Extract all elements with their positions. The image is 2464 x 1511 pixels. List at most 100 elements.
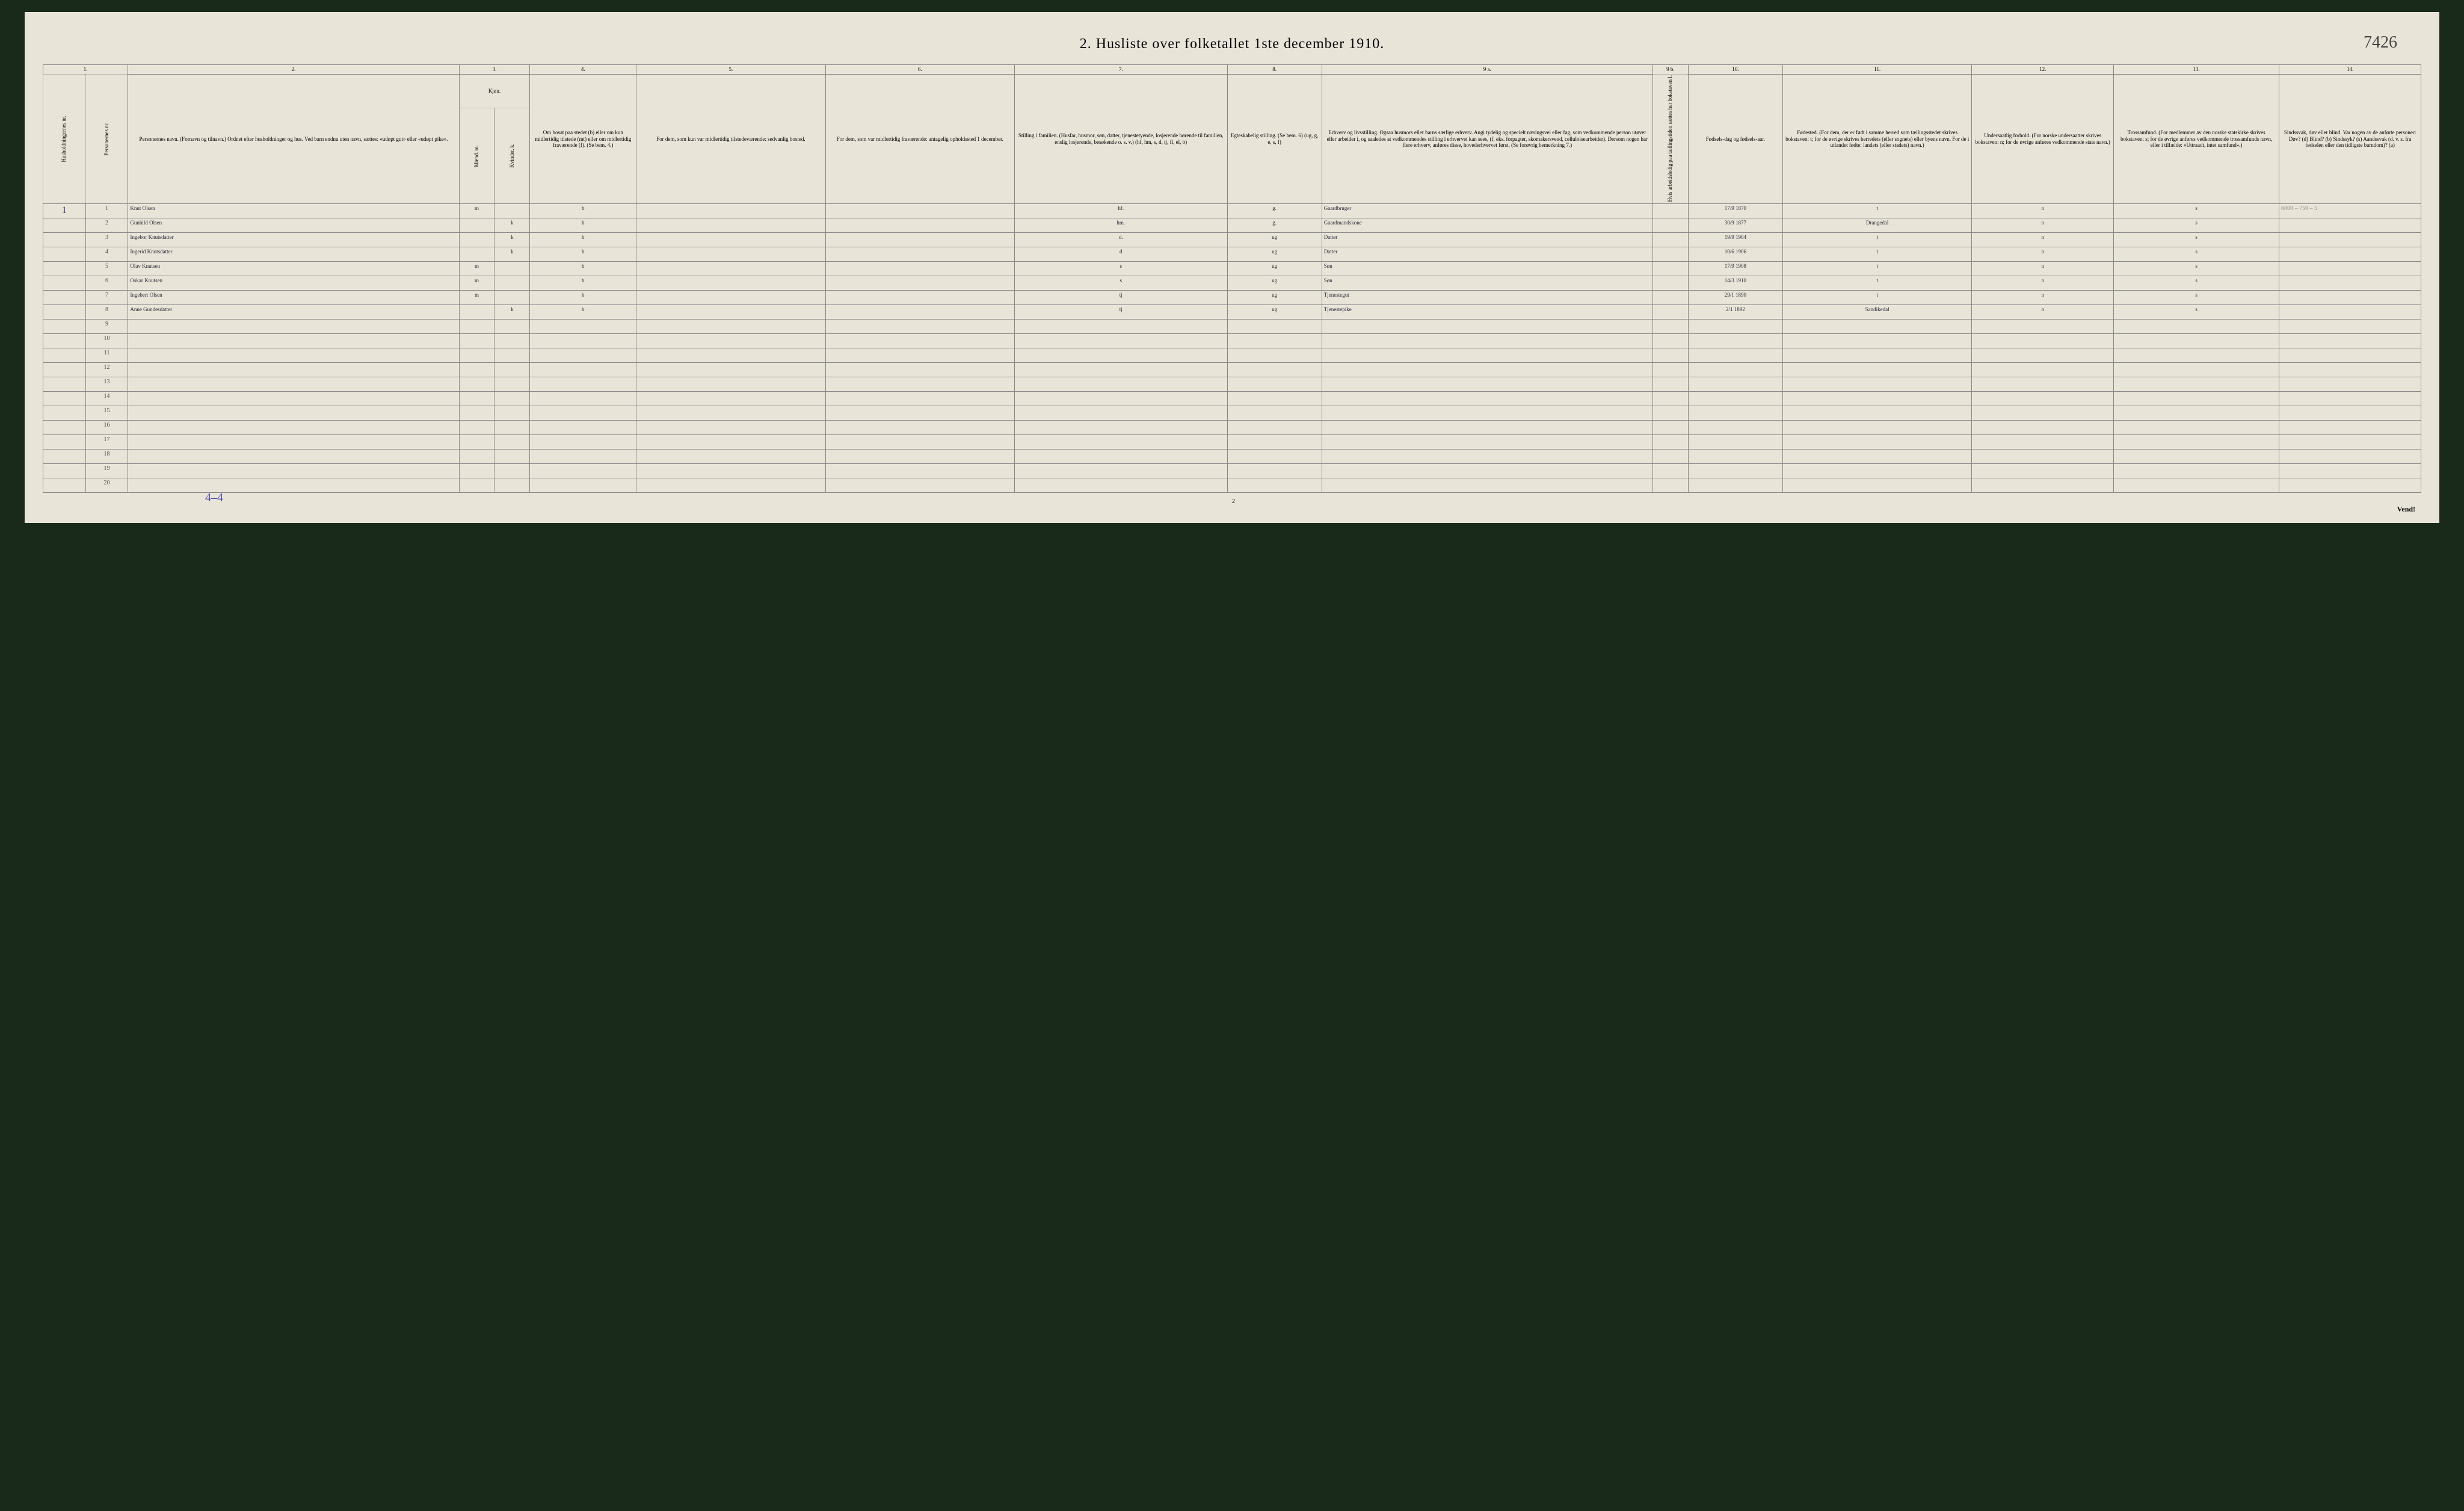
cell: 13	[85, 377, 128, 392]
cell: hf.	[1014, 204, 1227, 218]
table-header: 1. 2. 3. 4. 5. 6. 7. 8. 9 a. 9 b. 10. 11…	[43, 65, 2421, 204]
colnum-9b: 9 b.	[1652, 65, 1688, 75]
cell: Ingebor Knutsdatter	[128, 233, 459, 247]
cell	[1652, 363, 1688, 377]
cell	[1227, 406, 1322, 421]
cell	[459, 363, 494, 377]
cell	[1782, 334, 1971, 348]
cell	[43, 291, 85, 305]
cell: n	[1972, 291, 2114, 305]
cell	[1688, 421, 1782, 435]
cell	[1014, 377, 1227, 392]
colnum-8: 8.	[1227, 65, 1322, 75]
cell: 14	[85, 392, 128, 406]
table-row: 3Ingebor Knutsdatterkbd.ugDatter19/9 190…	[43, 233, 2421, 247]
cell	[2279, 320, 2421, 334]
cell	[2279, 377, 2421, 392]
cell: s	[2114, 204, 2279, 218]
cell: d	[1014, 247, 1227, 262]
colnum-7: 7.	[1014, 65, 1227, 75]
cell	[1227, 320, 1322, 334]
cell	[825, 450, 1014, 464]
cell	[1322, 334, 1652, 348]
cell: t	[1782, 204, 1971, 218]
table-row-empty: 11	[43, 348, 2421, 363]
cell	[1652, 450, 1688, 464]
cell	[1014, 392, 1227, 406]
cell: 9	[85, 320, 128, 334]
cell	[459, 478, 494, 493]
table-body: 11Knut Olsenmbhf.g.Gaardbruger17/9 1870t…	[43, 204, 2421, 493]
table-row-empty: 12	[43, 363, 2421, 377]
cell	[636, 262, 825, 276]
table-row-empty: 9	[43, 320, 2421, 334]
cell: tj	[1014, 305, 1227, 320]
cell	[459, 305, 494, 320]
cell	[128, 348, 459, 363]
cell	[43, 276, 85, 291]
cell	[1652, 421, 1688, 435]
cell	[1688, 478, 1782, 493]
cell	[825, 348, 1014, 363]
cell	[43, 334, 85, 348]
cell	[494, 478, 530, 493]
cell	[2279, 363, 2421, 377]
cell	[636, 291, 825, 305]
cell	[494, 377, 530, 392]
cell: 11	[85, 348, 128, 363]
cell	[1688, 392, 1782, 406]
cell	[1688, 363, 1782, 377]
cell	[459, 348, 494, 363]
cell: ug	[1227, 233, 1322, 247]
cell	[1227, 478, 1322, 493]
cell: t	[1782, 291, 1971, 305]
cell	[1782, 363, 1971, 377]
cell: Tjenestepike	[1322, 305, 1652, 320]
cell	[1014, 464, 1227, 478]
cell	[43, 218, 85, 233]
cell	[2114, 363, 2279, 377]
cell: s	[2114, 262, 2279, 276]
cell	[1227, 421, 1322, 435]
table-row: 8Anne GundesdatterkbtjugTjenestepike2/1 …	[43, 305, 2421, 320]
cell	[2279, 464, 2421, 478]
cell: Drangedal	[1782, 218, 1971, 233]
cell: 2	[85, 218, 128, 233]
cell: b	[530, 276, 636, 291]
cell	[494, 320, 530, 334]
cell: s	[2114, 276, 2279, 291]
cell	[43, 450, 85, 464]
cell	[2279, 291, 2421, 305]
cell: n	[1972, 247, 2114, 262]
cell	[494, 204, 530, 218]
cell	[2279, 262, 2421, 276]
cell	[530, 334, 636, 348]
table-row-empty: 10	[43, 334, 2421, 348]
header-sindssvak: Sindssvak, døv eller blind. Var nogen av…	[2279, 74, 2421, 203]
cell	[1227, 435, 1322, 450]
cell	[530, 348, 636, 363]
table-row: 11Knut Olsenmbhf.g.Gaardbruger17/9 1870t…	[43, 204, 2421, 218]
header-kvinder: Kvinder. k.	[494, 108, 530, 204]
cell	[1972, 435, 2114, 450]
cell: t	[1782, 262, 1971, 276]
cell	[1688, 406, 1782, 421]
table-row-empty: 17	[43, 435, 2421, 450]
cell: Datter	[1322, 247, 1652, 262]
cell: k	[494, 247, 530, 262]
cell	[494, 291, 530, 305]
cell	[1782, 478, 1971, 493]
cell	[1652, 464, 1688, 478]
cell	[43, 233, 85, 247]
cell: Knut Olsen	[128, 204, 459, 218]
cell	[1322, 348, 1652, 363]
cell: t	[1782, 233, 1971, 247]
colnum-1: 1.	[43, 65, 128, 75]
header-maend: Mænd. m.	[459, 108, 494, 204]
cell	[459, 320, 494, 334]
cell	[530, 320, 636, 334]
cell	[43, 406, 85, 421]
cell	[2114, 464, 2279, 478]
cell	[1972, 363, 2114, 377]
cell: Ingebert Olsen	[128, 291, 459, 305]
